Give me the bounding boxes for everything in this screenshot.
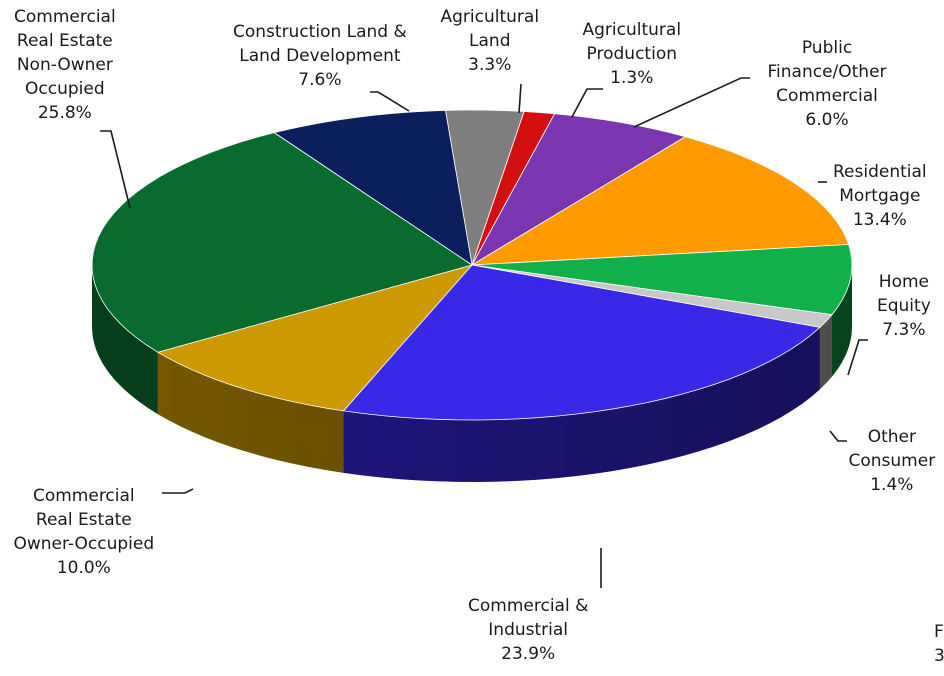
slice-label-2-percent: 6.0% [805, 110, 849, 130]
slice-label-9: Construction Land & Land Development 7.6% [233, 20, 407, 92]
slice-label-1: Agricultural Production 1.3% [583, 18, 682, 90]
slice-label-4-line-0: Home [878, 272, 929, 292]
slice-7 [156, 264, 474, 412]
slice-label-3-line-1: Mortgage [839, 186, 921, 206]
slice-label-4-line-1: Equity [877, 296, 931, 316]
leader-line-8 [100, 130, 131, 209]
slice-label-0-percent: 3.3% [468, 55, 512, 75]
slice-label-0-line-1: Land [469, 31, 511, 51]
slice-9 [273, 109, 473, 266]
slice-label-5-percent: 1.4% [870, 475, 914, 495]
slice-2 [470, 113, 687, 267]
leader-line-9 [370, 91, 410, 112]
slice-label-8: Commercial Real Estate Non-Owner Occupied 25… [14, 5, 116, 125]
slice-label-3-percent: 13.4% [852, 210, 907, 230]
slice-label-9-percent: 7.6% [298, 70, 342, 90]
slice-label-8-line-2: Non-Owner [16, 55, 113, 75]
slice-6 [342, 264, 821, 421]
slice-label-5-line-0: Other [867, 427, 916, 447]
slice-label-1-percent: 1.3% [610, 68, 654, 88]
slice-label-5-line-1: Consumer [848, 451, 936, 471]
clipped-label-fragment: F 3 [934, 620, 944, 668]
slice-label-1-line-0: Agricultural [582, 20, 682, 40]
leader-line-4 [847, 339, 868, 376]
clipped-text-line-1: F [934, 622, 944, 642]
slice-label-2-line-0: Public [801, 38, 853, 58]
slice-label-8-line-1: Real Estate [16, 31, 113, 51]
wall-shading [92, 265, 852, 482]
slice-label-5: Other Consumer 1.4% [849, 425, 936, 497]
slice-label-7-percent: 10.0% [56, 558, 111, 578]
slice-label-0-line-0: Agricultural [440, 7, 540, 27]
leader-line-2 [633, 77, 750, 128]
slice-label-0: Agricultural Land 3.3% [441, 5, 540, 77]
slice-label-3: Residential Mortgage 13.4% [833, 160, 927, 232]
slice-label-2-line-2: Commercial [776, 86, 878, 106]
slice-label-2: Public Finance/Other Commercial 6.0% [768, 36, 887, 132]
leader-line-5 [829, 430, 847, 442]
slice-label-8-line-0: Commercial [14, 7, 116, 27]
leader-lines [100, 77, 868, 588]
slice-label-6-percent: 23.9% [501, 644, 556, 664]
slice-label-1-line-1: Production [586, 44, 677, 64]
leader-line-1 [571, 88, 603, 118]
slice-label-4-percent: 7.3% [882, 320, 926, 340]
slice-label-7-line-2: Owner-Occupied [13, 534, 155, 554]
slice-label-6-line-0: Commercial & [468, 596, 589, 616]
slice-label-7: Commercial Real Estate Owner-Occupied 10.0% [14, 484, 155, 580]
pie-side-walls [92, 265, 852, 482]
slice-4 [471, 244, 853, 316]
leader-line-7 [162, 488, 194, 494]
slice-8 [91, 132, 473, 353]
slice-label-8-percent: 25.8% [37, 103, 92, 123]
pie-top-faces [91, 109, 853, 421]
slice-3 [471, 136, 850, 266]
slice-label-7-line-0: Commercial [32, 486, 135, 506]
slice-label-7-line-1: Real Estate [35, 510, 132, 530]
slice-label-4: Home Equity 7.3% [877, 270, 931, 342]
slice-label-3-line-0: Residential [833, 162, 927, 182]
clipped-text-line-2: 3 [934, 646, 944, 666]
slice-label-6-line-1: Industrial [488, 620, 569, 640]
slice-label-9-line-1: Land Development [239, 46, 401, 66]
slice-label-6: Commercial & Industrial 23.9% [468, 594, 588, 666]
leader-line-0 [518, 83, 522, 114]
slice-label-2-line-1: Finance/Other [767, 62, 887, 82]
slice-label-9-line-0: Construction Land & [233, 22, 407, 42]
slice-label-8-line-3: Occupied [25, 79, 105, 99]
